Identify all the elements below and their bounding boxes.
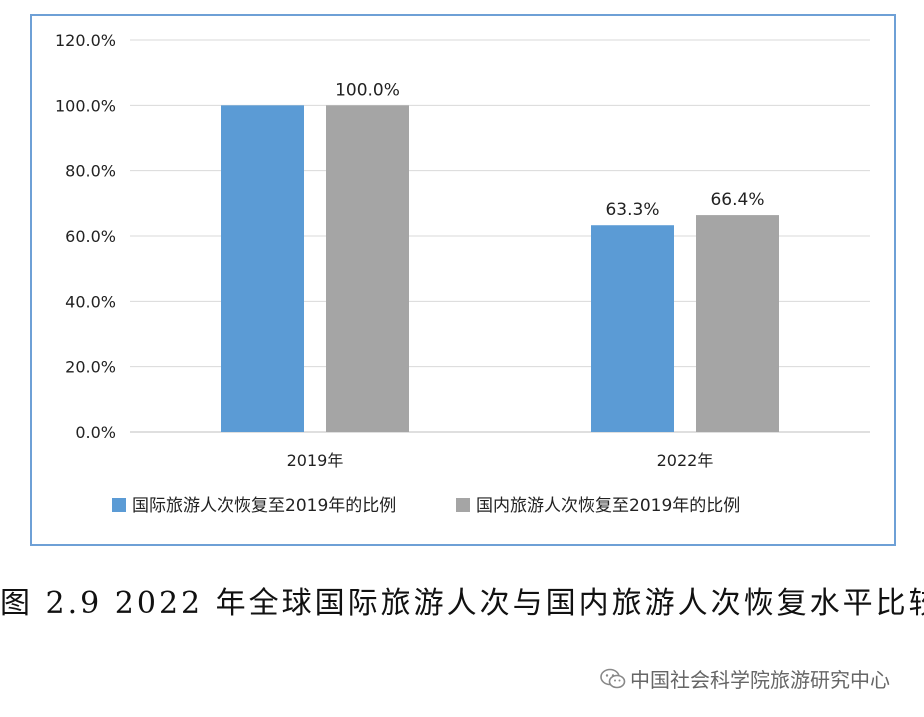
chart-frame: 0.0% 20.0% 40.0% 60.0% 80.0% 100.0% 120.0% 100… <box>30 14 896 546</box>
bar <box>696 215 779 432</box>
wechat-icon <box>600 668 626 688</box>
data-label: 66.4% <box>710 190 764 210</box>
data-labels: 100.0% 63.3% 66.4% <box>335 80 764 220</box>
y-tick-label: 120.0% <box>55 31 116 50</box>
watermark: 中国社会科学院旅游研究中心 <box>600 664 890 693</box>
y-tick-label: 20.0% <box>65 358 116 377</box>
data-label: 63.3% <box>605 200 659 220</box>
bars <box>221 105 779 432</box>
bar <box>591 225 674 432</box>
y-tick-label: 0.0% <box>75 423 116 442</box>
x-tick-label: 2019年 <box>287 451 344 470</box>
figure-caption: 图 2.9 2022 年全球国际旅游人次与国内旅游人次恢复水平比较 <box>0 586 924 621</box>
y-tick-label: 60.0% <box>65 227 116 246</box>
legend-label: 国际旅游人次恢复至2019年的比例 <box>132 496 396 516</box>
y-tick-label: 100.0% <box>55 96 116 115</box>
bar <box>221 105 304 432</box>
x-tick-label: 2022年 <box>657 451 714 470</box>
y-tick-label: 40.0% <box>65 292 116 311</box>
y-axis-ticks: 0.0% 20.0% 40.0% 60.0% 80.0% 100.0% 120.0% <box>55 31 116 442</box>
legend-swatch <box>112 498 126 512</box>
legend-label: 国内旅游人次恢复至2019年的比例 <box>476 496 740 516</box>
data-label: 100.0% <box>335 80 400 100</box>
watermark-text: 中国社会科学院旅游研究中心 <box>630 668 890 692</box>
legend-swatch <box>456 498 470 512</box>
y-tick-label: 80.0% <box>65 162 116 181</box>
legend: 国际旅游人次恢复至2019年的比例 国内旅游人次恢复至2019年的比例 <box>112 496 740 516</box>
bar <box>326 105 409 432</box>
x-axis-ticks: 2019年 2022年 <box>287 451 714 470</box>
bar-chart: 0.0% 20.0% 40.0% 60.0% 80.0% 100.0% 120.0% 100… <box>55 31 870 516</box>
